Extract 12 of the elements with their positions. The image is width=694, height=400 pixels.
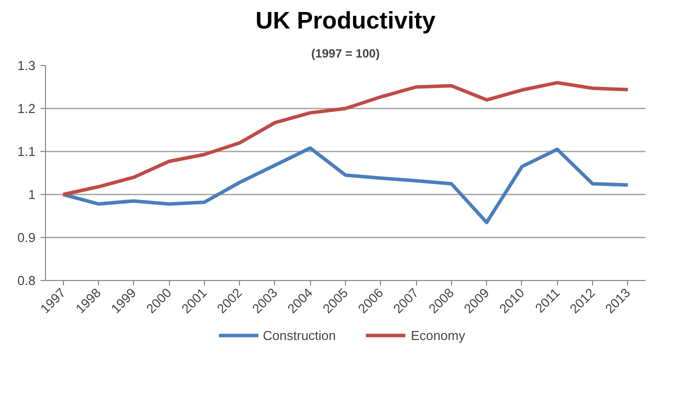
y-tick-label: 0.9 xyxy=(17,230,36,245)
chart-title: UK Productivity xyxy=(255,8,436,34)
y-tick-label: 0.8 xyxy=(17,273,36,288)
y-tick-label: 1 xyxy=(28,187,36,202)
line-series xyxy=(61,80,630,196)
y-tick-label: 1.1 xyxy=(17,144,36,159)
line-series xyxy=(61,146,630,224)
y-tick-label: 1.3 xyxy=(17,58,36,73)
legend-label: Economy xyxy=(410,328,466,342)
y-tick-label: 1.2 xyxy=(17,101,36,116)
legend-label: Construction xyxy=(262,328,336,342)
chart-subtitle: (1997 = 100) xyxy=(311,46,380,60)
